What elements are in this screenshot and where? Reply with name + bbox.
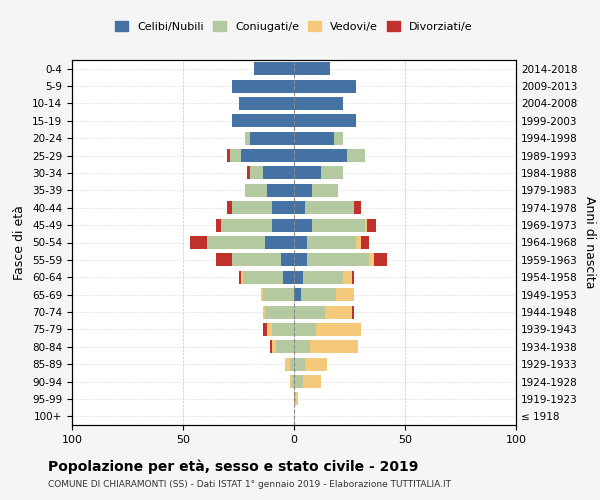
Bar: [334, 132, 343, 144]
Bar: [307, 254, 370, 266]
Bar: [294, 236, 307, 249]
Bar: [232, 201, 272, 214]
Bar: [303, 375, 320, 388]
Bar: [263, 166, 294, 179]
Bar: [272, 218, 294, 232]
Bar: [227, 201, 232, 214]
Bar: [294, 62, 329, 75]
Bar: [227, 149, 230, 162]
Bar: [254, 62, 294, 75]
Bar: [294, 375, 303, 388]
Bar: [272, 323, 294, 336]
Bar: [347, 149, 365, 162]
Bar: [263, 288, 294, 301]
Bar: [265, 236, 294, 249]
Bar: [245, 132, 250, 144]
Bar: [247, 166, 250, 179]
Bar: [292, 375, 294, 388]
Bar: [336, 288, 354, 301]
Bar: [294, 184, 312, 197]
Bar: [281, 254, 294, 266]
Bar: [294, 218, 312, 232]
Bar: [361, 236, 370, 249]
Bar: [283, 270, 294, 284]
Bar: [243, 270, 283, 284]
Bar: [290, 358, 294, 370]
Bar: [294, 288, 301, 301]
Y-axis label: Fasce di età: Fasce di età: [13, 205, 26, 280]
Bar: [294, 392, 296, 406]
Bar: [250, 166, 263, 179]
Bar: [221, 218, 272, 232]
Bar: [276, 340, 294, 353]
Bar: [325, 306, 352, 318]
Bar: [305, 201, 354, 214]
Bar: [354, 201, 361, 214]
Bar: [285, 358, 290, 370]
Bar: [294, 166, 320, 179]
Bar: [367, 218, 376, 232]
Bar: [241, 149, 294, 162]
Bar: [290, 375, 292, 388]
Bar: [239, 270, 241, 284]
Bar: [312, 218, 365, 232]
Bar: [217, 218, 221, 232]
Bar: [356, 236, 361, 249]
Bar: [250, 132, 294, 144]
Bar: [294, 270, 303, 284]
Bar: [272, 340, 276, 353]
Bar: [265, 306, 294, 318]
Bar: [294, 80, 356, 92]
Bar: [320, 166, 343, 179]
Bar: [263, 306, 265, 318]
Bar: [230, 149, 241, 162]
Bar: [294, 97, 343, 110]
Bar: [374, 254, 387, 266]
Bar: [190, 236, 208, 249]
Bar: [294, 132, 334, 144]
Bar: [294, 254, 307, 266]
Bar: [294, 149, 347, 162]
Bar: [294, 323, 316, 336]
Bar: [208, 236, 265, 249]
Text: Popolazione per età, sesso e stato civile - 2019: Popolazione per età, sesso e stato civil…: [48, 460, 418, 474]
Bar: [268, 184, 294, 197]
Bar: [269, 340, 272, 353]
Bar: [294, 306, 325, 318]
Bar: [312, 184, 338, 197]
Bar: [232, 80, 294, 92]
Bar: [241, 270, 243, 284]
Bar: [365, 218, 367, 232]
Bar: [268, 323, 272, 336]
Bar: [305, 358, 328, 370]
Y-axis label: Anni di nascita: Anni di nascita: [583, 196, 596, 289]
Bar: [294, 201, 305, 214]
Bar: [343, 270, 352, 284]
Bar: [352, 306, 354, 318]
Bar: [217, 254, 232, 266]
Text: COMUNE DI CHIARAMONTI (SS) - Dati ISTAT 1° gennaio 2019 - Elaborazione TUTTITALI: COMUNE DI CHIARAMONTI (SS) - Dati ISTAT …: [48, 480, 451, 489]
Bar: [301, 288, 336, 301]
Bar: [310, 340, 358, 353]
Bar: [294, 340, 310, 353]
Bar: [232, 114, 294, 128]
Bar: [296, 392, 298, 406]
Bar: [294, 358, 305, 370]
Bar: [272, 201, 294, 214]
Bar: [352, 270, 354, 284]
Bar: [316, 323, 361, 336]
Bar: [294, 114, 356, 128]
Bar: [260, 288, 263, 301]
Legend: Celibi/Nubili, Coniugati/e, Vedovi/e, Divorziati/e: Celibi/Nubili, Coniugati/e, Vedovi/e, Di…: [112, 18, 476, 36]
Bar: [303, 270, 343, 284]
Bar: [370, 254, 374, 266]
Bar: [307, 236, 356, 249]
Bar: [239, 97, 294, 110]
Bar: [263, 323, 268, 336]
Bar: [245, 184, 268, 197]
Bar: [232, 254, 281, 266]
